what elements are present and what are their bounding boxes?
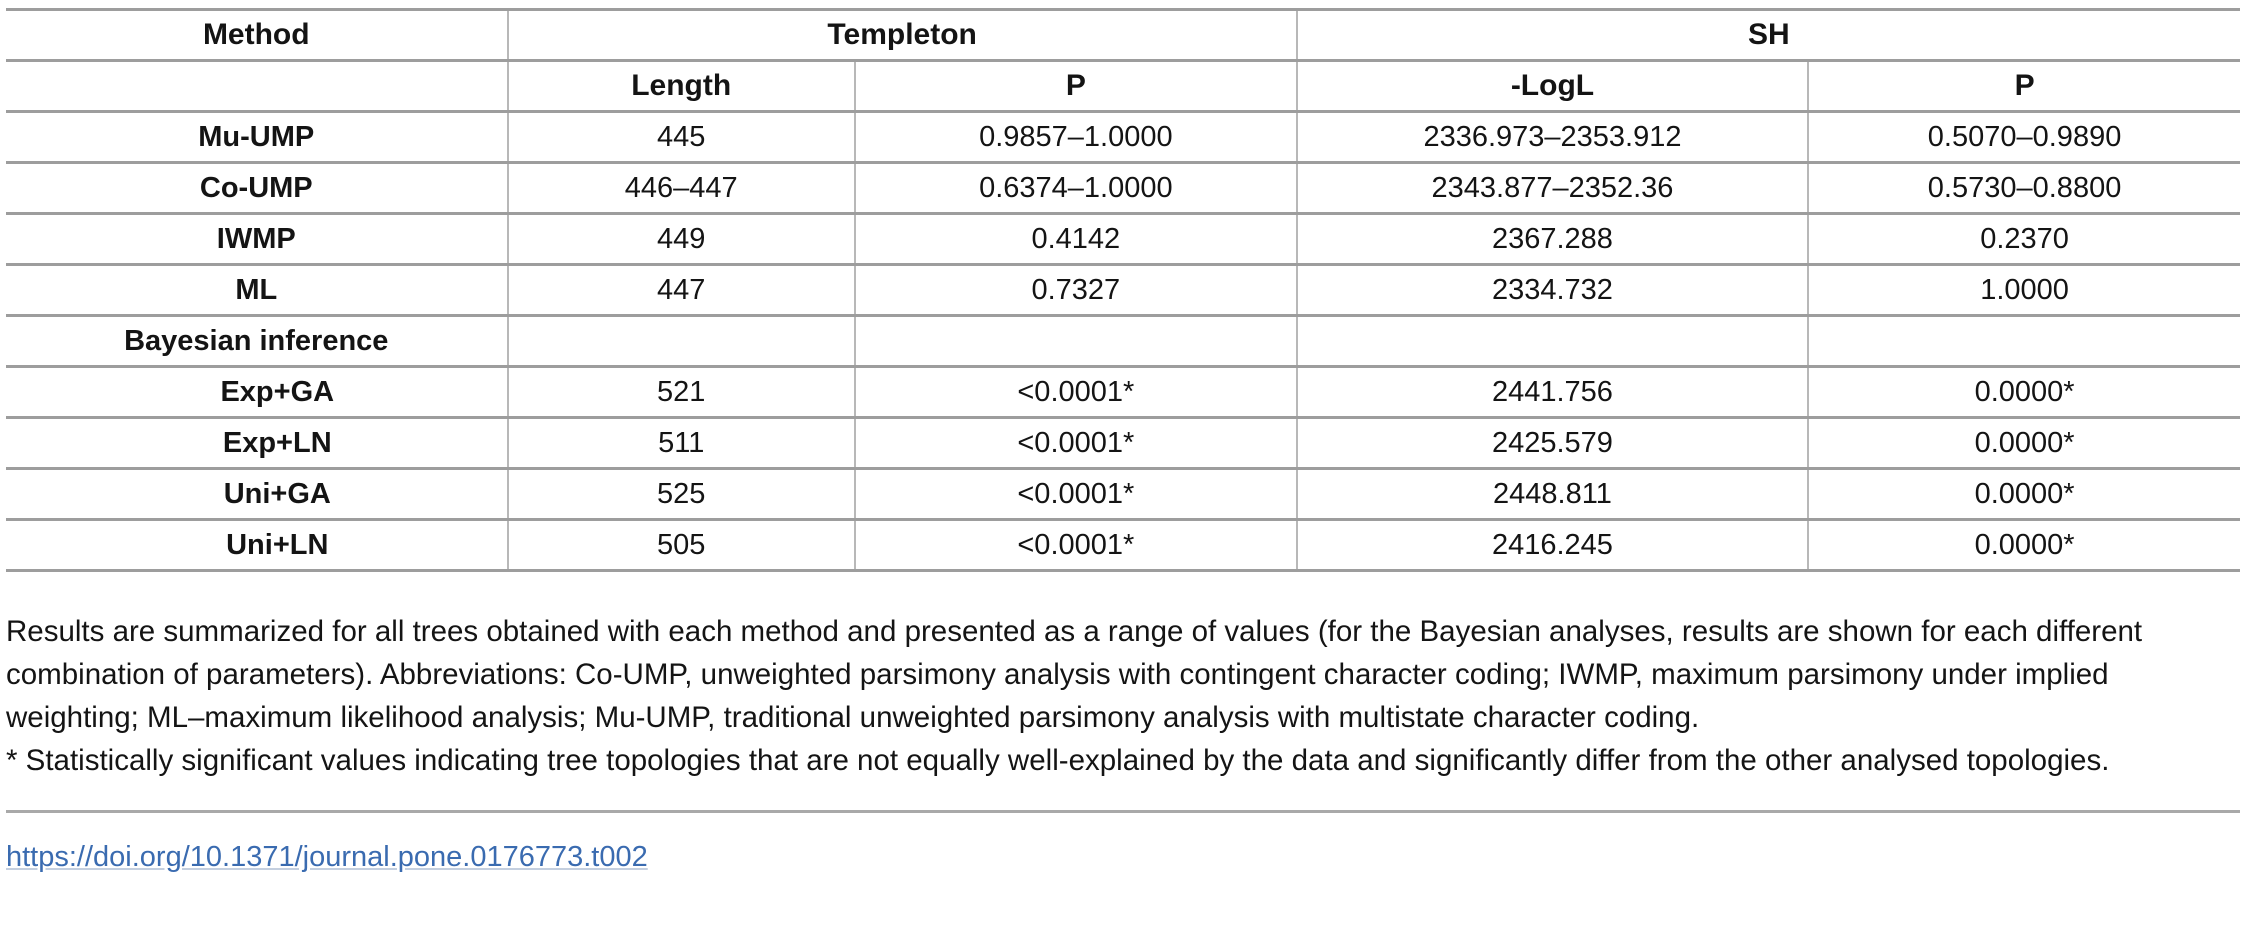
- footnote-summary: Results are summarized for all trees obt…: [6, 615, 2143, 734]
- templeton-p-cell: <0.0001*: [853, 468, 1297, 521]
- col-subheader-templeton-p: P: [853, 60, 1297, 113]
- sh-p-cell: 0.2370: [1807, 213, 2240, 266]
- logl-cell: 2334.732: [1295, 264, 1809, 317]
- templeton-p-cell: 0.7327: [853, 264, 1297, 317]
- templeton-p-cell: <0.0001*: [853, 366, 1297, 419]
- doi-link[interactable]: https://doi.org/10.1371/journal.pone.017…: [6, 841, 648, 873]
- sh-p-cell: 1.0000: [1807, 264, 2240, 317]
- logl-cell: 2343.877–2352.36: [1295, 162, 1809, 215]
- method-cell: Exp+GA: [6, 366, 508, 419]
- sh-p-cell: [1807, 315, 2240, 368]
- method-cell: Co-UMP: [6, 162, 508, 215]
- length-cell: 449: [506, 213, 855, 266]
- col-subheader-empty: [6, 60, 508, 113]
- table-body: Mu-UMP 445 0.9857–1.0000 2336.973–2353.912 0…: [6, 111, 2240, 572]
- templeton-p-cell: <0.0001*: [853, 519, 1297, 572]
- table-row: Uni+GA 525 <0.0001* 2448.811 0.0000*: [6, 468, 2240, 521]
- table-row: IWMP 449 0.4142 2367.288 0.2370: [6, 213, 2240, 266]
- method-cell: Uni+GA: [6, 468, 508, 521]
- col-subheader-length: Length: [506, 60, 855, 113]
- length-cell: 445: [506, 111, 855, 164]
- sh-p-cell: 0.5070–0.9890: [1807, 111, 2240, 164]
- length-cell: 525: [506, 468, 855, 521]
- method-cell: Bayesian inference: [6, 315, 508, 368]
- col-subheader-logl: -LogL: [1295, 60, 1809, 113]
- logl-cell: 2336.973–2353.912: [1295, 111, 1809, 164]
- sh-p-cell: 0.0000*: [1807, 519, 2240, 572]
- table-row: ML 447 0.7327 2334.732 1.0000: [6, 264, 2240, 317]
- sh-p-cell: 0.0000*: [1807, 366, 2240, 419]
- templeton-p-cell: <0.0001*: [853, 417, 1297, 470]
- table-row: Exp+LN 511 <0.0001* 2425.579 0.0000*: [6, 417, 2240, 470]
- method-cell: Uni+LN: [6, 519, 508, 572]
- templeton-p-cell: 0.9857–1.0000: [853, 111, 1297, 164]
- templeton-p-cell: 0.4142: [853, 213, 1297, 266]
- col-header-method: Method: [6, 9, 508, 62]
- footer-divider: [6, 810, 2240, 813]
- col-header-templeton: Templeton: [506, 9, 1297, 62]
- table-row: Bayesian inference: [6, 315, 2240, 368]
- table-row: Co-UMP 446–447 0.6374–1.0000 2343.877–2352.…: [6, 162, 2240, 215]
- method-cell: Exp+LN: [6, 417, 508, 470]
- logl-cell: 2416.245: [1295, 519, 1809, 572]
- logl-cell: 2425.579: [1295, 417, 1809, 470]
- templeton-p-cell: 0.6374–1.0000: [853, 162, 1297, 215]
- footnote-significance: * Statistically significant values indic…: [6, 744, 2110, 777]
- length-cell: [506, 315, 855, 368]
- logl-cell: 2448.811: [1295, 468, 1809, 521]
- length-cell: 521: [506, 366, 855, 419]
- length-cell: 446–447: [506, 162, 855, 215]
- sh-p-cell: 0.0000*: [1807, 417, 2240, 470]
- sh-p-cell: 0.0000*: [1807, 468, 2240, 521]
- templeton-p-cell: [853, 315, 1297, 368]
- logl-cell: 2441.756: [1295, 366, 1809, 419]
- header-row-sub: Length P -LogL P: [6, 60, 2240, 113]
- sh-p-cell: 0.5730–0.8800: [1807, 162, 2240, 215]
- length-cell: 447: [506, 264, 855, 317]
- table-row: Exp+GA 521 <0.0001* 2441.756 0.0000*: [6, 366, 2240, 419]
- length-cell: 511: [506, 417, 855, 470]
- table-row: Uni+LN 505 <0.0001* 2416.245 0.0000*: [6, 519, 2240, 572]
- header-row-groups: Method Templeton SH: [6, 9, 2240, 62]
- method-cell: ML: [6, 264, 508, 317]
- col-header-sh: SH: [1295, 9, 2240, 62]
- col-subheader-sh-p: P: [1807, 60, 2240, 113]
- table-row: Mu-UMP 445 0.9857–1.0000 2336.973–2353.912 0…: [6, 111, 2240, 164]
- results-table: Method Templeton SH Length P -LogL P Mu-…: [6, 8, 2240, 572]
- length-cell: 505: [506, 519, 855, 572]
- method-cell: IWMP: [6, 213, 508, 266]
- logl-cell: [1295, 315, 1809, 368]
- logl-cell: 2367.288: [1295, 213, 1809, 266]
- method-cell: Mu-UMP: [6, 111, 508, 164]
- table-footnote: Results are summarized for all trees obt…: [6, 610, 2238, 782]
